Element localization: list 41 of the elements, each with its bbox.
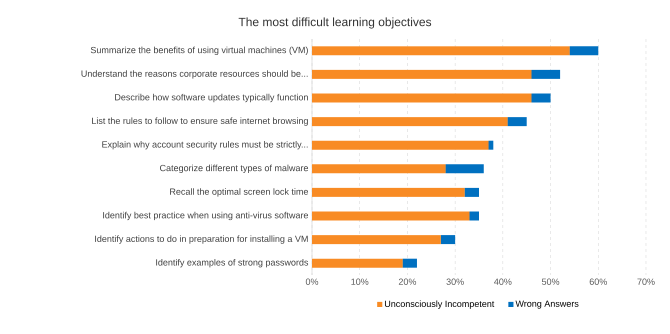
x-tick-label: 70% (637, 278, 655, 285)
bar (464, 188, 479, 197)
x-tick-label: 30% (446, 278, 464, 285)
bar (402, 258, 417, 268)
bar (312, 70, 532, 79)
y-tick-label: Summarize the benefits of using virtual machines (VM) (90, 46, 308, 55)
bar (312, 117, 508, 126)
bar (531, 70, 560, 79)
bar (570, 46, 598, 56)
y-tick-label: List the rules to follow to ensure safe internet browsing (92, 117, 308, 126)
bar (440, 235, 456, 244)
y-tick-label: Identify examples of strong passwords (156, 258, 308, 268)
bar (312, 140, 489, 150)
x-tick-label: 10% (351, 278, 368, 285)
bar (312, 164, 446, 174)
bar (508, 117, 527, 126)
y-tick-label: Identify best practice when using anti-virus software (103, 212, 308, 220)
legend-label: Wrong Answers (516, 300, 578, 309)
bar (531, 94, 551, 102)
legend-label: Unconsciously Incompetent (384, 300, 494, 309)
y-tick-label: Understand the reasons corporate resources should be... (82, 70, 308, 79)
y-tick-label: Explain why account security rules must be strictly... (102, 141, 308, 150)
x-tick-label: 20% (398, 278, 416, 285)
bar (312, 94, 532, 102)
bar (312, 258, 403, 268)
bar (312, 211, 470, 220)
x-tick-label: 50% (542, 278, 560, 285)
y-tick-label: Describe how software updates typically function (115, 94, 308, 102)
bar (469, 211, 479, 220)
y-tick-label: Identify actions to do in preparation for installing a VM (95, 235, 308, 244)
x-tick-label: 0% (306, 278, 318, 285)
bar (312, 235, 441, 244)
bar (446, 164, 484, 174)
chart-title: The most difficult learning objectives (238, 17, 432, 29)
bar (488, 140, 494, 150)
bar (312, 46, 570, 56)
bar (312, 188, 465, 197)
x-tick-label: 40% (494, 278, 512, 285)
y-tick-label: Categorize different types of malware (160, 164, 308, 173)
x-tick-label: 60% (590, 278, 607, 285)
y-tick-label: Recall the optimal screen lock time (170, 188, 308, 197)
